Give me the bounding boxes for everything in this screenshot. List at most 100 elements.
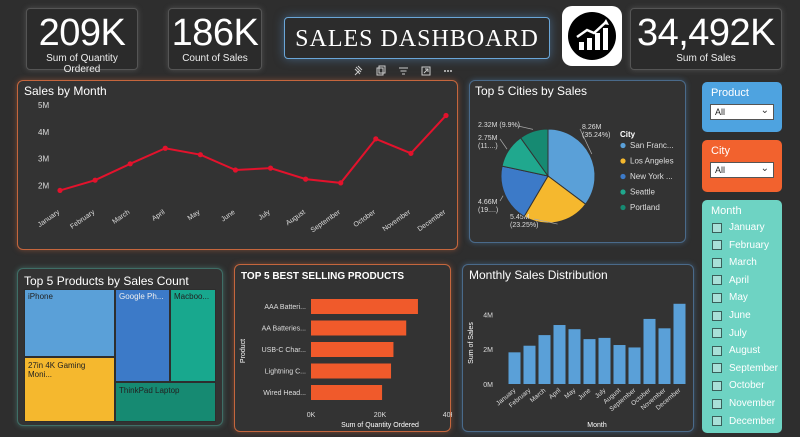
x-axis-title: Sum of Quantity Ordered xyxy=(341,422,419,429)
copy-icon[interactable] xyxy=(376,65,386,76)
data-label: 2.75M xyxy=(478,135,498,142)
legend-label: Los Angeles xyxy=(630,157,674,166)
city-dropdown[interactable]: All ⌄ xyxy=(710,162,774,178)
checkbox[interactable] xyxy=(712,363,722,374)
treemap-label: iPhone xyxy=(28,292,53,301)
y-tick-label: AA Batteries... xyxy=(262,326,306,333)
treemap-label: Google Ph... xyxy=(119,292,164,301)
checkbox[interactable] xyxy=(712,416,722,427)
more-icon[interactable] xyxy=(444,70,452,72)
x-tick-label: April xyxy=(548,387,563,401)
kpi-sales-card: 34,492K Sum of Sales xyxy=(630,8,782,70)
treemap-tile-gaming-monitor[interactable]: 27in 4K Gaming Moni... xyxy=(24,357,115,422)
treemap-tile-thinkpad[interactable]: ThinkPad Laptop xyxy=(115,382,216,422)
product-slicer: Product All ⌄ xyxy=(702,82,782,132)
y-tick-label: 2M xyxy=(483,347,493,354)
month-slicer-item[interactable]: June xyxy=(712,310,751,321)
kpi-sales-label: Sum of Sales xyxy=(676,53,736,64)
month-slicer-item[interactable]: January xyxy=(712,222,765,233)
x-tick-label: January xyxy=(37,209,62,229)
best-selling-title: TOP 5 BEST SELLING PRODUCTS xyxy=(241,271,404,282)
x-tick-label: July xyxy=(257,209,272,222)
data-label: (35.24%) xyxy=(582,132,610,139)
x-tick-label: October xyxy=(353,209,378,229)
checkbox[interactable] xyxy=(712,275,722,286)
checkbox[interactable] xyxy=(712,328,722,339)
treemap-tile-iphone[interactable]: iPhone xyxy=(24,289,115,357)
x-tick-label: 40K xyxy=(443,412,452,419)
x-tick-label: May xyxy=(563,387,577,401)
bar xyxy=(538,335,551,384)
bar xyxy=(311,342,394,357)
data-label: 5.45M xyxy=(510,214,530,221)
checkbox[interactable] xyxy=(712,292,722,303)
checkbox[interactable] xyxy=(712,345,722,356)
month-slicer: Month January February March April May June Ju… xyxy=(702,200,782,433)
month-slicer-item[interactable]: April xyxy=(712,275,749,286)
bar xyxy=(568,329,581,384)
city-slicer: City All ⌄ xyxy=(702,140,782,192)
treemap-tile-macbook[interactable]: Macboo... xyxy=(170,289,216,382)
data-label: 2.32M (9.9%) xyxy=(478,122,520,129)
pin-icon[interactable] xyxy=(354,65,363,76)
top-products-count-panel: Top 5 Products by Sales Count iPhone Goo… xyxy=(17,268,223,426)
kpi-count-label: Count of Sales xyxy=(182,53,248,64)
kpi-quantity-label: Sum of Quantity Ordered xyxy=(46,53,118,75)
filter-icon[interactable] xyxy=(399,67,408,75)
month-slicer-item-label: July xyxy=(729,327,747,339)
kpi-count-card: 186K Count of Sales xyxy=(168,8,262,70)
legend-swatch xyxy=(620,204,626,211)
y-tick-label: AAA Batteri... xyxy=(264,304,306,311)
product-dropdown[interactable]: All ⌄ xyxy=(710,104,774,120)
best-selling-chart: AAA Batteri... AA Batteries... USB-C Char.… xyxy=(240,299,452,429)
logo-tile xyxy=(562,6,622,66)
month-slicer-item[interactable]: March xyxy=(712,257,757,268)
monthly-dist-title: Monthly Sales Distribution xyxy=(469,268,608,282)
top-cities-title: Top 5 Cities by Sales xyxy=(475,84,588,98)
checkbox[interactable] xyxy=(712,240,722,251)
month-slicer-item[interactable]: February xyxy=(712,240,769,251)
data-label: 4.66M xyxy=(478,199,498,206)
month-slicer-item[interactable]: October xyxy=(712,380,765,391)
visual-header-toolbar xyxy=(352,65,460,79)
data-label: 8.26M xyxy=(582,124,602,131)
kpi-quantity-card: 209K Sum of Quantity Ordered xyxy=(26,8,138,75)
leader-line xyxy=(579,128,593,155)
city-slicer-label: City xyxy=(711,145,730,157)
x-tick-label: June xyxy=(577,387,593,402)
bar xyxy=(598,337,611,384)
data-label: (11....) xyxy=(478,143,498,150)
city-dropdown-value: All xyxy=(715,165,726,175)
month-slicer-item-label: June xyxy=(729,310,751,321)
growth-chart-icon xyxy=(568,12,616,60)
top-cities-panel: Top 5 Cities by Sales 8.26M (35.24%) 5.45M… xyxy=(469,80,686,243)
treemap-tile-google-phone[interactable]: Google Ph... xyxy=(115,289,170,382)
x-tick-label: February xyxy=(69,209,96,231)
month-slicer-item[interactable]: August xyxy=(712,345,760,356)
data-point xyxy=(443,112,449,119)
bar xyxy=(311,320,407,336)
month-slicer-item[interactable]: November xyxy=(712,398,775,409)
month-slicer-item[interactable]: September xyxy=(712,363,778,374)
checkbox[interactable] xyxy=(712,398,722,409)
product-dropdown-value: All xyxy=(715,107,726,117)
month-slicer-item-label: September xyxy=(729,362,778,374)
expand-icon[interactable] xyxy=(421,66,431,76)
month-slicer-item[interactable]: July xyxy=(712,328,747,339)
month-slicer-item[interactable]: December xyxy=(712,416,775,427)
checkbox[interactable] xyxy=(712,222,722,233)
month-slicer-item[interactable]: May xyxy=(712,292,748,303)
bar xyxy=(673,303,686,384)
legend-label: Seattle xyxy=(630,188,655,197)
x-tick-label: April xyxy=(151,209,167,223)
legend-swatch xyxy=(620,142,626,149)
dashboard-title-box: SALES DASHBOARD xyxy=(284,17,550,59)
checkbox[interactable] xyxy=(712,380,722,391)
pie-slice xyxy=(500,165,549,218)
month-slicer-item-label: April xyxy=(729,274,750,286)
checkbox[interactable] xyxy=(712,257,722,268)
chevron-down-icon: ⌄ xyxy=(760,163,769,174)
checkbox[interactable] xyxy=(712,310,722,321)
chevron-down-icon: ⌄ xyxy=(760,105,769,116)
